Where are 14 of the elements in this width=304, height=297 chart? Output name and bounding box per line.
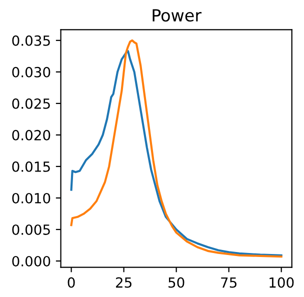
y-tick-label: 0.015 bbox=[12, 161, 50, 172]
y-tick-label: 0.035 bbox=[12, 35, 50, 46]
x-tick-label: 75 bbox=[221, 277, 236, 288]
y-tick-label: 0.000 bbox=[12, 256, 50, 266]
y-tick-label: 0.005 bbox=[12, 224, 50, 235]
x-tick-label: 50 bbox=[168, 277, 184, 288]
x-tick-label: 0 bbox=[68, 277, 75, 288]
x-tick-label: 25 bbox=[116, 277, 132, 288]
x-tick-label: 100 bbox=[270, 277, 294, 288]
chart-title: Power bbox=[152, 9, 202, 22]
y-tick-label: 0.010 bbox=[12, 192, 50, 204]
y-tick-label: 0.020 bbox=[12, 130, 50, 140]
y-tick-label: 0.025 bbox=[12, 98, 50, 109]
y-tick-label: 0.030 bbox=[12, 66, 50, 78]
